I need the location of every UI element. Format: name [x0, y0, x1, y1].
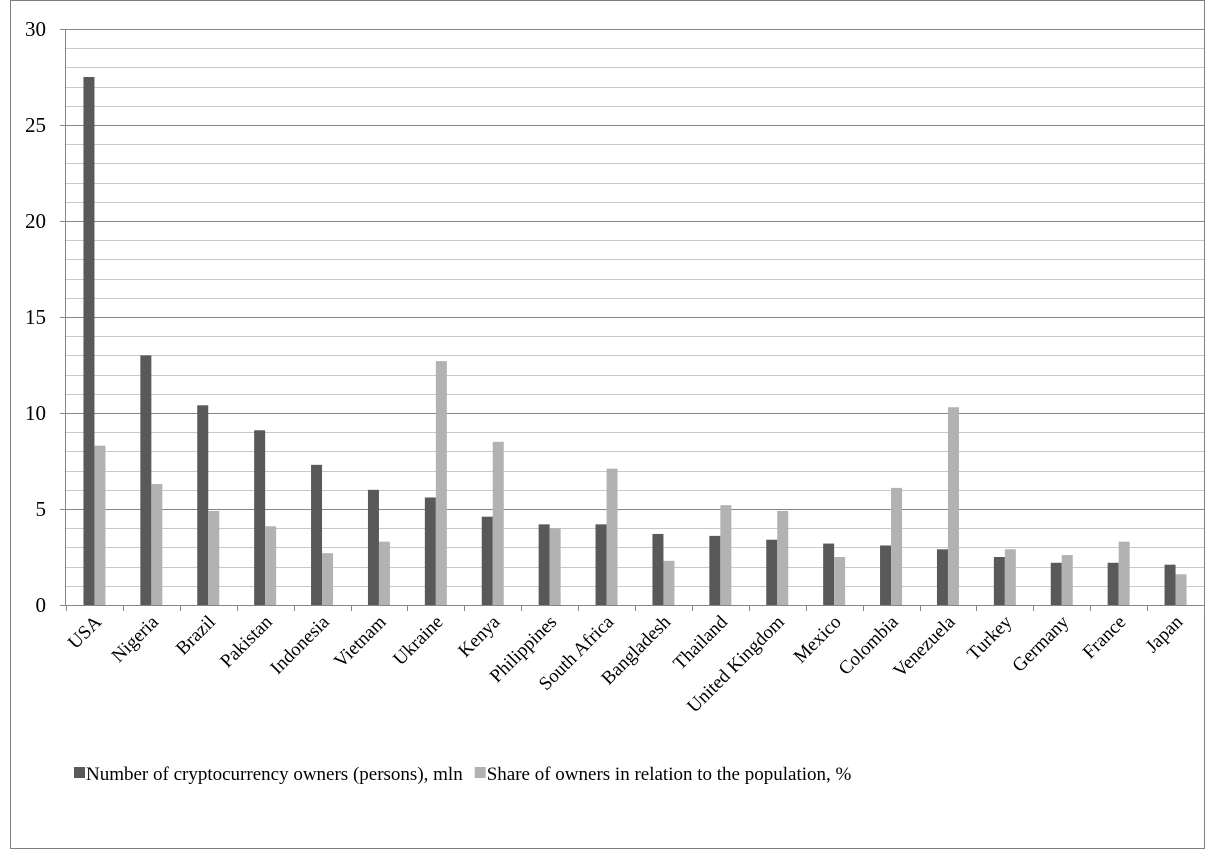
bar-owners-mexico: [823, 543, 835, 605]
y-tick-label: 5: [36, 497, 47, 521]
bar-owners-germany: [1050, 562, 1062, 605]
bar-owners-vietnam: [367, 489, 379, 605]
bars: [83, 77, 1187, 605]
bar-share-ukraine: [435, 361, 447, 605]
bar-share-germany: [1061, 555, 1073, 605]
bar-share-turkey: [1004, 549, 1016, 605]
legend: Number of cryptocurrency owners (persons…: [74, 764, 852, 785]
bar-share-vietnam: [378, 541, 390, 605]
bar-owners-usa: [83, 77, 95, 605]
bar-share-japan: [1175, 574, 1187, 605]
bar-owners-japan: [1164, 564, 1176, 605]
bar-share-kenya: [492, 441, 504, 605]
bar-owners-ukraine: [424, 497, 436, 605]
bar-share-south-africa: [606, 468, 618, 605]
bar-owners-kenya: [481, 516, 493, 605]
axes: [60, 29, 1205, 611]
y-tick-label: 25: [25, 113, 46, 137]
bar-owners-brazil: [197, 405, 209, 605]
bar-share-usa: [94, 445, 106, 605]
chart-frame: [10, 0, 1205, 849]
legend-swatch-owners: [74, 767, 85, 778]
bar-share-pakistan: [265, 526, 277, 605]
legend-label-owners: Number of cryptocurrency owners (persons…: [86, 764, 463, 785]
bar-owners-bangladesh: [652, 533, 664, 605]
y-tick-label: 15: [25, 305, 46, 329]
bar-owners-venezuela: [936, 549, 948, 605]
bar-owners-france: [1107, 562, 1119, 605]
legend-label-share: Share of owners in relation to the popul…: [487, 764, 852, 785]
bar-share-venezuela: [947, 407, 959, 605]
bar-share-brazil: [208, 510, 220, 605]
bar-owners-united-kingdom: [766, 539, 778, 605]
bar-owners-pakistan: [254, 430, 266, 605]
bar-owners-south-africa: [595, 524, 607, 605]
bar-owners-nigeria: [140, 355, 152, 605]
bar-share-mexico: [834, 557, 846, 605]
y-tick-label: 10: [25, 401, 46, 425]
y-tick-label: 20: [25, 209, 46, 233]
y-tick-label: 30: [25, 17, 46, 41]
y-tick-label: 0: [36, 593, 47, 617]
bar-owners-colombia: [880, 545, 892, 605]
bar-share-bangladesh: [663, 560, 675, 605]
bar-owners-philippines: [538, 524, 550, 605]
y-axis-ticks: 0 5 10 15 20 25 30: [25, 17, 46, 617]
bar-share-indonesia: [322, 553, 334, 605]
bar-owners-thailand: [709, 535, 721, 605]
bar-owners-indonesia: [311, 464, 323, 605]
bar-share-thailand: [720, 505, 732, 605]
bar-share-nigeria: [151, 484, 163, 605]
bar-share-philippines: [549, 528, 561, 605]
legend-swatch-share: [474, 767, 486, 778]
bar-share-colombia: [891, 487, 903, 605]
bar-share-france: [1118, 541, 1130, 605]
bar-share-united-kingdom: [777, 510, 789, 605]
bar-owners-turkey: [993, 557, 1005, 605]
